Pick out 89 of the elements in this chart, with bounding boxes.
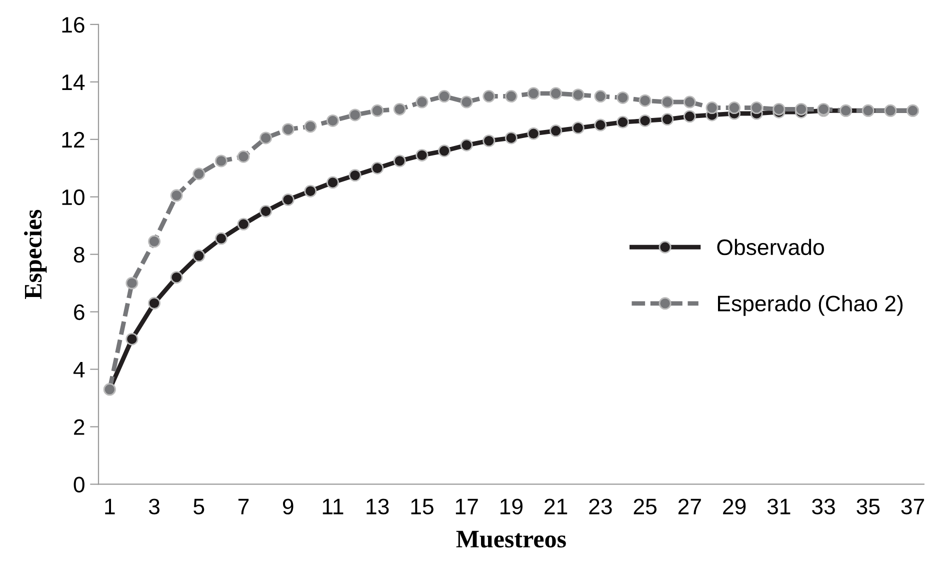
point: [504, 90, 518, 103]
x-tick-label: 9: [282, 498, 294, 514]
y-tick-label: 6: [74, 304, 84, 320]
point: [148, 235, 161, 248]
x-tick-label: 29: [723, 498, 746, 514]
point: [282, 193, 294, 206]
x-axis-title: Muestreos: [456, 530, 566, 548]
point: [393, 154, 406, 168]
point: [661, 96, 674, 108]
x-tick-label: 17: [456, 498, 478, 514]
point: [214, 232, 228, 245]
y-tick-label: 8: [74, 246, 84, 263]
point: [304, 120, 317, 133]
point: [482, 134, 496, 148]
x-tick-label: 27: [678, 498, 701, 514]
point: [126, 276, 138, 290]
x-tick-label: 33: [812, 498, 835, 514]
point: [550, 87, 562, 100]
point: [460, 138, 473, 152]
x-tick-label: 31: [767, 498, 790, 514]
x-tick-label: 3: [148, 498, 160, 514]
point: [661, 113, 674, 126]
x-tick-label: 13: [366, 498, 389, 514]
point: [594, 90, 607, 103]
y-axis-title: Especies: [24, 210, 47, 300]
point: [371, 162, 384, 174]
y-tick-label: 2: [74, 419, 84, 435]
point: [260, 204, 272, 218]
y-tick-label: 16: [62, 16, 84, 33]
x-tick-label: 5: [194, 498, 204, 514]
point: [616, 91, 630, 104]
legend-label: Esperado (Chao 2): [718, 295, 903, 316]
point: [527, 87, 540, 100]
point: [638, 94, 652, 107]
point: [348, 108, 362, 122]
y-tick-label: 0: [74, 476, 84, 492]
x-tick-label: 21: [544, 498, 568, 514]
point: [794, 102, 808, 116]
point: [772, 102, 786, 116]
point: [237, 218, 250, 230]
point: [750, 102, 763, 114]
point: [482, 90, 496, 103]
point: [260, 132, 272, 144]
x-tick-label: 37: [901, 498, 924, 514]
point: [416, 148, 428, 162]
point: [192, 250, 206, 262]
x-tick-label: 19: [500, 498, 523, 514]
y-tick-label: 12: [62, 132, 84, 148]
x-tick-label: 7: [238, 498, 249, 514]
x-tick-label: 35: [856, 498, 880, 514]
x-tick-label: 25: [634, 498, 656, 514]
point: [348, 169, 362, 182]
point: [371, 104, 384, 117]
point: [728, 102, 741, 114]
point: [572, 88, 584, 102]
point: [438, 144, 451, 158]
point: [126, 332, 138, 346]
x-tick-label: 11: [322, 498, 344, 514]
point: [326, 176, 339, 189]
point: [616, 116, 630, 128]
x-tick-label: 23: [589, 498, 612, 514]
point: [683, 110, 696, 123]
legend-label: Observado: [717, 238, 824, 256]
point: [706, 102, 718, 114]
x-tick-label: 15: [411, 498, 434, 514]
point: [683, 96, 696, 108]
point: [460, 96, 473, 108]
point: [237, 150, 250, 163]
point: [527, 127, 540, 140]
point: [594, 118, 607, 132]
point: [638, 114, 652, 127]
point: [572, 122, 584, 134]
point: [393, 102, 406, 116]
point: [438, 90, 451, 103]
point: [282, 123, 294, 136]
point: [416, 96, 428, 108]
y-tick-label: 14: [62, 74, 85, 90]
point: [148, 296, 161, 310]
x-tick-label: 1: [105, 498, 115, 514]
point: [326, 114, 339, 127]
point: [304, 184, 317, 198]
point: [192, 168, 206, 180]
y-tick-label: 4: [73, 362, 85, 378]
point: [170, 189, 183, 202]
y-tick-label: 10: [62, 189, 84, 206]
point: [550, 124, 562, 138]
point: [170, 271, 183, 284]
point: [214, 154, 228, 168]
point: [504, 132, 518, 144]
